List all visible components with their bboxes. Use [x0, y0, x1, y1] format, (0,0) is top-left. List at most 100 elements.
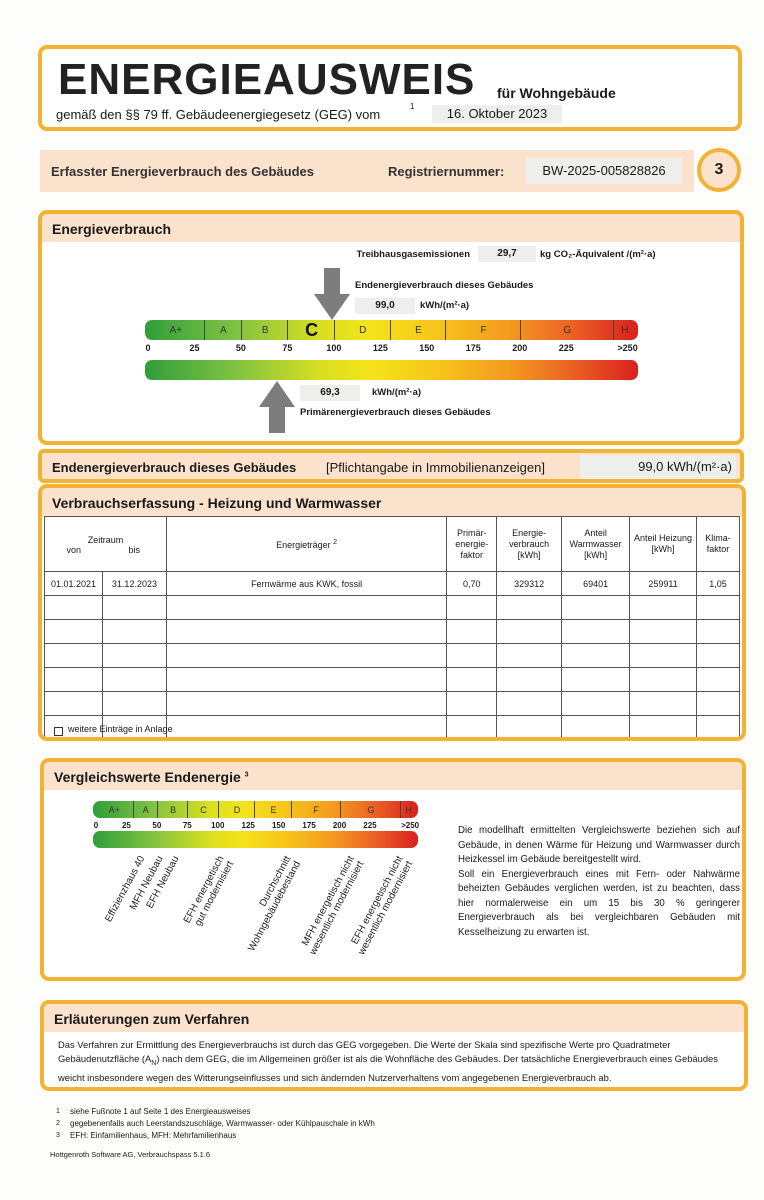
table-cell: [165, 691, 448, 716]
energy-class: F: [445, 320, 520, 340]
paragraph: Soll ein Energieverbrauch eines mit Fern…: [458, 868, 740, 938]
from-header: von: [44, 544, 103, 572]
table-cell: [695, 595, 741, 620]
footnote: 1 siehe Fußnote 1 auf Seite 1 des Energie…: [56, 1106, 375, 1118]
scale-bar: A+ A B C D E F G H: [93, 801, 418, 818]
scale-tick: 150: [419, 343, 435, 353]
scale-tick: 75: [182, 821, 192, 830]
table-cell: [165, 619, 448, 644]
reference-label: EFH energetischgut modernisiert: [182, 854, 236, 930]
header-box: ENERGIEAUSWEIS für Wohngebäude gemäß den…: [38, 45, 742, 131]
table-cell: [44, 619, 103, 644]
table-cell: [629, 715, 697, 737]
energy-class: A: [132, 801, 158, 818]
law-text: gemäß den §§ 79 ff. Gebäudeenergiegesetz…: [56, 107, 381, 122]
table-cell: [496, 595, 563, 620]
scale-tick: 200: [332, 821, 347, 830]
ghg-value: 29,7: [478, 246, 536, 262]
section-title: Erläuterungen zum Verfahren: [54, 1011, 250, 1027]
scale-tick: 225: [363, 821, 377, 830]
energy-class: C: [187, 801, 218, 818]
scale-tick: 75: [282, 343, 293, 353]
table-cell: [496, 691, 563, 716]
footnote: 2 gegebenenfalls auch Leerstandszuschläge…: [56, 1118, 375, 1130]
footnote-text: EFH: Einfamilienhaus, MFH: Mehrfamilienh…: [70, 1131, 237, 1140]
footnote-mark: 1: [56, 1108, 60, 1115]
title: ENERGIEAUSWEIS: [58, 55, 476, 104]
table-row: [44, 667, 741, 692]
energy-class: E: [254, 801, 292, 818]
table-cell: [446, 691, 498, 716]
explanation-box: Erläuterungen zum Verfahren Das Verfahre…: [40, 1000, 748, 1091]
section-title: Verbrauchserfassung - Heizung und Warmwa…: [52, 495, 382, 511]
table-box: Verbrauchserfassung - Heizung und Warmwa…: [38, 484, 746, 741]
table-cell: [44, 715, 103, 737]
paragraph: Die modellhaft ermittelten Vergleichswer…: [458, 825, 740, 865]
scale-tick: 25: [189, 343, 200, 353]
table-cell: [496, 667, 563, 692]
table-cell: [629, 643, 697, 668]
column-header: Anteil Warmwasser [kWh]: [561, 516, 631, 572]
energy-class: H: [400, 801, 416, 818]
scale-tick: 0: [93, 821, 99, 830]
scale-tick: 50: [152, 821, 162, 830]
carrier-header: Energieträger 2: [165, 516, 448, 572]
energy-class: D: [217, 801, 256, 818]
energy-class: D: [333, 320, 391, 340]
column-header: Anteil Heizung [kWh]: [629, 516, 697, 572]
table-cell: 1,05: [695, 571, 741, 596]
footnote-mark: 2: [56, 1120, 60, 1127]
scale-tick: 0: [145, 343, 151, 353]
to-header: bis: [102, 544, 167, 572]
table-cell: [561, 595, 631, 620]
scale-tick: >250: [617, 343, 638, 353]
footnote-mark: 3: [56, 1132, 60, 1139]
footnote-mark: 3: [244, 771, 249, 779]
table-cell: 01.01.2021: [44, 571, 103, 596]
scale-bar: [93, 831, 418, 848]
scale-tick: 150: [271, 821, 286, 830]
carrier-text: Energieträger: [276, 539, 331, 550]
energy-class: F: [290, 801, 341, 818]
table-cell: [446, 643, 498, 668]
registration-bar: Erfasster Energieverbrauch des Gebäudes …: [40, 150, 694, 192]
table-cell: [629, 619, 697, 644]
subscript: N: [151, 1059, 157, 1067]
table-cell: Fernwärme aus KWK, fossil: [165, 571, 448, 596]
period-header: Zeitraum: [44, 516, 167, 545]
comparison-box: Vergleichswerte Endenergie 3 Die modellh…: [40, 758, 746, 981]
table-row: [44, 643, 741, 668]
table-cell: [695, 715, 741, 737]
text: ) nach dem GEG, die im Allgemeinen größe…: [58, 1053, 718, 1083]
table-cell: [695, 643, 741, 668]
table-cell: [446, 667, 498, 692]
table-cell: [446, 595, 498, 620]
column-header: Klima-faktor: [695, 516, 741, 572]
summary-value: 99,0 kWh/(m²·a): [580, 455, 736, 479]
scale-tick: 200: [512, 343, 528, 353]
scale-bar: [145, 360, 638, 380]
summary-label: Endenergieverbrauch dieses Gebäudes: [52, 460, 297, 475]
footnotes: 1 siehe Fußnote 1 auf Seite 1 des Energie…: [56, 1106, 375, 1142]
energy-class: A: [203, 320, 242, 340]
registration-number-label: Registriernummer:: [388, 164, 505, 179]
table-cell: [496, 619, 563, 644]
table-cell: [101, 619, 167, 644]
energy-class: G: [519, 320, 614, 340]
table-row: [44, 691, 741, 716]
table-cell: [561, 667, 631, 692]
section-header: Energieverbrauch: [42, 214, 740, 242]
table-cell: [165, 595, 448, 620]
table-cell: [446, 715, 498, 737]
table-cell: 0,70: [446, 571, 498, 596]
scale-tick: 25: [121, 821, 131, 830]
summary-note: [Pflichtangabe in Immobilienanzeigen]: [326, 460, 545, 475]
ghg-label: Treibhausgasemissionen: [356, 249, 470, 260]
final-value: 99,0: [355, 298, 415, 314]
section-title: Vergleichswerte Endenergie 3: [54, 769, 249, 785]
energy-class: C: [287, 320, 334, 340]
table-cell: 69401: [561, 571, 631, 596]
footnote: 3 EFH: Einfamilienhaus, MFH: Mehrfamilien…: [56, 1130, 375, 1142]
table-cell: [561, 619, 631, 644]
table-cell: [44, 691, 103, 716]
